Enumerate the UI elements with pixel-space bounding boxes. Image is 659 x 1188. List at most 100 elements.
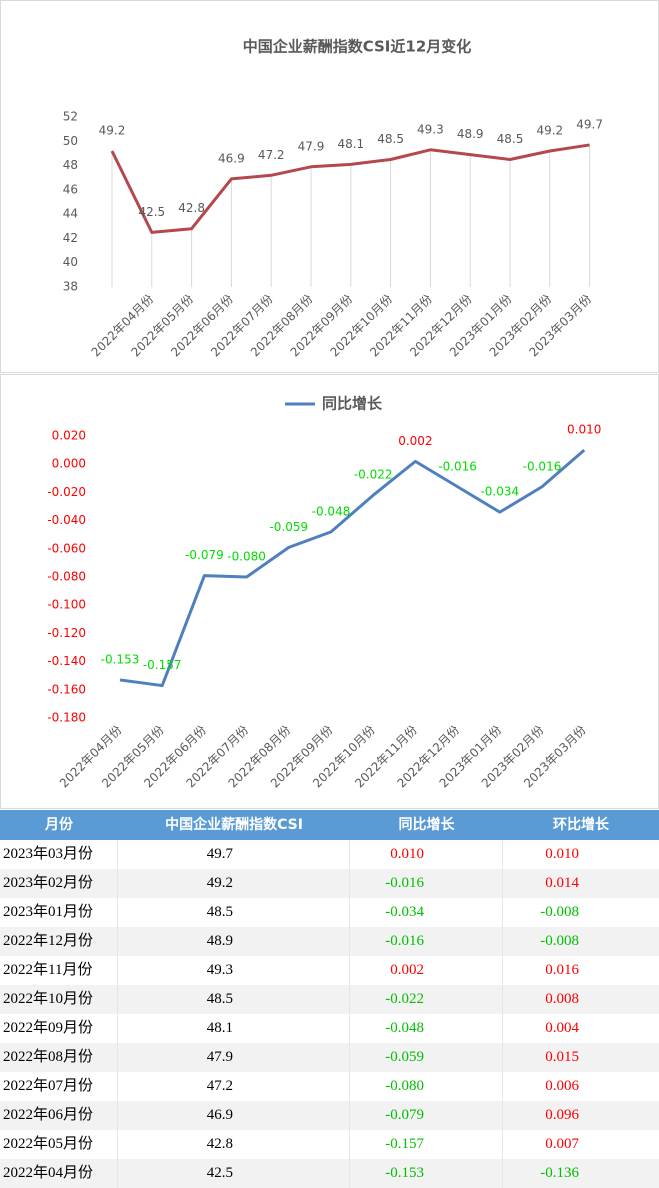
table-cell: 0.015	[545, 1049, 579, 1065]
table-cell: 2022年06月份	[0, 1101, 118, 1130]
y-tick-label: 38	[63, 280, 78, 294]
y-tick-label: 46	[63, 182, 78, 196]
table-cell: 0.010	[545, 846, 579, 862]
data-label: -0.080	[227, 550, 266, 564]
data-label: 42.5	[138, 205, 165, 219]
table-row: 2022年07月份 47.2 -0.080 0.006	[0, 1072, 659, 1101]
data-label: -0.157	[143, 658, 182, 672]
table-cell: 2023年02月份	[0, 869, 118, 898]
y-tick-label: 44	[63, 207, 78, 221]
y-tick-label: -0.120	[47, 626, 86, 640]
y-tick-label: -0.020	[47, 485, 86, 499]
header-cell: 中国企业薪酬指数CSI	[165, 817, 303, 833]
line	[110, 143, 590, 234]
header-cell: 月份	[45, 817, 73, 833]
data-label: 47.9	[298, 139, 325, 153]
table-cell: -0.157	[350, 1130, 503, 1159]
table-cell: -0.008	[540, 933, 579, 949]
table-cell: 2022年09月份	[0, 1014, 118, 1043]
table-cell: 0.016	[545, 962, 579, 978]
table-row: 2022年11月份 49.3 0.002 0.016	[0, 956, 659, 985]
table-cell: 46.9	[118, 1101, 350, 1130]
line	[119, 448, 586, 688]
table-cell: 48.5	[118, 898, 350, 927]
y-tick-label: -0.040	[47, 513, 86, 527]
table: 月份 中国企业薪酬指数CSI 同比增长 环比增长 2023年03月份 49.7 0.010 0…	[0, 810, 659, 1188]
table-cell: 48.1	[118, 1014, 350, 1043]
table-cell: 42.5	[118, 1159, 350, 1188]
table-row: 2022年08月份 47.9 -0.059 0.015	[0, 1043, 659, 1072]
table-row: 2022年06月份 46.9 -0.079 0.096	[0, 1101, 659, 1130]
table-row: 2022年04月份 42.5 -0.153 -0.136	[0, 1159, 659, 1188]
chart-1: 中国企业薪酬指数CSI近12月变化 38404244464850522022年0…	[0, 0, 659, 373]
header-cell: 环比增长	[553, 817, 609, 833]
table-cell: -0.048	[350, 1014, 503, 1043]
header-cell: 同比增长	[398, 817, 455, 833]
data-label: 42.8	[178, 201, 205, 215]
data-label: 46.9	[218, 151, 245, 165]
table-cell: 49.2	[118, 869, 350, 898]
table-row: 2022年05月份 42.8 -0.157 0.007	[0, 1130, 659, 1159]
table-cell: 0.010	[350, 840, 503, 869]
table-cell: 2022年10月份	[0, 985, 118, 1014]
y-tick-label: 0.020	[52, 429, 86, 443]
data-label: 49.2	[99, 124, 126, 138]
data-label: -0.048	[312, 504, 351, 518]
data-label: 49.3	[417, 122, 444, 136]
y-tick-label: 50	[63, 134, 78, 148]
table-row: 2023年01月份 48.5 -0.034 -0.008	[0, 898, 659, 927]
y-tick-label: 40	[63, 255, 78, 269]
table-row: 2023年02月份 49.2 -0.016 0.014	[0, 869, 659, 898]
table-cell: -0.079	[350, 1101, 503, 1130]
table-cell: -0.008	[540, 904, 579, 920]
y-tick-label: -0.080	[47, 570, 86, 584]
data-label: -0.153	[101, 652, 140, 666]
table-header: 月份 中国企业薪酬指数CSI 同比增长 环比增长	[0, 810, 659, 840]
data-label: -0.016	[438, 459, 477, 473]
table-cell: -0.153	[350, 1159, 503, 1188]
chart-frame	[0, 374, 659, 809]
table-cell: -0.059	[350, 1043, 503, 1072]
table-row: 2022年09月份 48.1 -0.048 0.004	[0, 1014, 659, 1043]
chart-2: 0.020 0.000 -0.020 -0.040 -0.060 -0.080 -0.100…	[0, 374, 659, 809]
table-cell: 2022年11月份	[0, 956, 118, 985]
table-cell: 0.014	[545, 875, 579, 891]
table-cell: 0.002	[350, 956, 503, 985]
table-cell: 2023年03月份	[0, 840, 118, 869]
data-label: 49.2	[536, 124, 563, 138]
table-cell: -0.136	[540, 1165, 579, 1181]
table-row: 2022年10月份 48.5 -0.022 0.008	[0, 985, 659, 1014]
data-label: -0.059	[269, 520, 308, 534]
y-tick-label: -0.140	[47, 654, 86, 668]
data-label: -0.022	[354, 468, 393, 482]
data-label: 48.5	[377, 132, 404, 146]
chart-frame	[0, 0, 659, 373]
data-label: -0.079	[185, 548, 224, 562]
table-cell: 49.3	[118, 956, 350, 985]
table-cell: 2023年01月份	[0, 898, 118, 927]
table-cell: 0.008	[545, 991, 579, 1007]
table-cell: 47.9	[118, 1043, 350, 1072]
y-tick-label: -0.160	[47, 682, 86, 696]
data-label: 48.9	[457, 127, 484, 141]
table-cell: 42.8	[118, 1130, 350, 1159]
table-cell: 0.007	[545, 1136, 579, 1152]
y-tick-label: 0.000	[52, 457, 86, 471]
data-label: 48.5	[497, 132, 524, 146]
y-tick-label: -0.060	[47, 541, 86, 555]
data-label: 0.002	[398, 434, 432, 448]
table-cell: -0.022	[350, 985, 503, 1014]
table-cell: -0.016	[350, 869, 503, 898]
table-cell: 2022年07月份	[0, 1072, 118, 1101]
y-tick-label: -0.180	[47, 711, 86, 725]
table-cell: 0.096	[545, 1107, 579, 1123]
table-cell: 2022年12月份	[0, 927, 118, 956]
table-cell: 49.7	[118, 840, 350, 869]
data-label: -0.034	[480, 485, 519, 499]
table-cell: 47.2	[118, 1072, 350, 1101]
data-label: -0.016	[523, 459, 562, 473]
table-cell: 48.9	[118, 927, 350, 956]
y-tick-label: 42	[63, 231, 78, 245]
chart-title: 中国企业薪酬指数CSI近12月变化	[243, 38, 472, 56]
